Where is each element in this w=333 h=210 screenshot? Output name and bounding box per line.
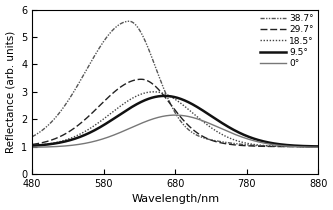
18.5° — [308, 145, 312, 148]
29.7° — [30, 143, 34, 146]
9.5° — [308, 145, 312, 147]
0° — [45, 146, 49, 148]
9.5° — [162, 95, 166, 97]
0° — [30, 146, 34, 148]
9.5° — [45, 143, 49, 146]
0° — [308, 146, 312, 148]
18.5° — [162, 92, 166, 95]
29.7° — [316, 145, 320, 148]
38.7° — [169, 105, 173, 107]
29.7° — [308, 145, 312, 148]
Line: 9.5°: 9.5° — [32, 96, 318, 146]
18.5° — [256, 144, 260, 146]
9.5° — [316, 145, 320, 148]
18.5° — [30, 144, 34, 147]
0° — [169, 114, 173, 117]
29.7° — [45, 140, 49, 143]
0° — [162, 115, 166, 117]
Y-axis label: Reflectance (arb. units): Reflectance (arb. units) — [6, 31, 16, 153]
29.7° — [308, 145, 312, 148]
Line: 29.7°: 29.7° — [32, 79, 318, 147]
0° — [256, 140, 260, 143]
0° — [173, 114, 177, 116]
9.5° — [256, 139, 260, 141]
18.5° — [308, 145, 312, 148]
29.7° — [139, 78, 143, 80]
29.7° — [256, 145, 260, 147]
9.5° — [308, 145, 312, 147]
X-axis label: Wavelength/nm: Wavelength/nm — [131, 194, 219, 205]
9.5° — [30, 144, 34, 147]
38.7° — [162, 88, 166, 90]
18.5° — [316, 145, 320, 148]
38.7° — [316, 145, 320, 148]
38.7° — [30, 135, 34, 138]
9.5° — [169, 95, 173, 98]
0° — [308, 146, 312, 148]
18.5° — [152, 91, 156, 93]
Legend: 38.7°, 29.7°, 18.5°, 9.5°, 0°: 38.7°, 29.7°, 18.5°, 9.5°, 0° — [258, 12, 316, 70]
38.7° — [308, 145, 312, 148]
38.7° — [127, 20, 131, 22]
18.5° — [45, 143, 49, 146]
38.7° — [45, 125, 49, 128]
38.7° — [256, 144, 260, 147]
Line: 18.5°: 18.5° — [32, 92, 318, 147]
29.7° — [162, 94, 166, 97]
29.7° — [169, 104, 173, 107]
Line: 0°: 0° — [32, 115, 318, 147]
9.5° — [163, 95, 166, 97]
38.7° — [308, 145, 312, 148]
Line: 38.7°: 38.7° — [32, 21, 318, 147]
18.5° — [169, 96, 173, 98]
0° — [316, 146, 320, 148]
